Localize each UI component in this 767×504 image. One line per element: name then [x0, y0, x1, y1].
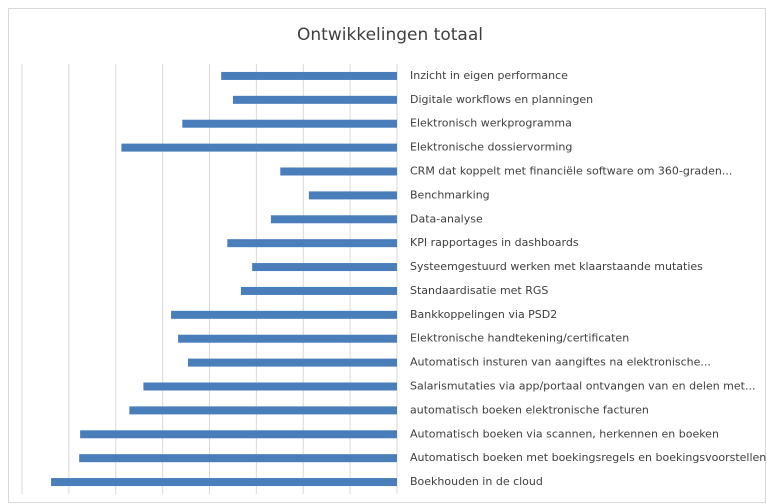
bar: [187, 358, 397, 367]
bar: [79, 454, 397, 463]
bar: [308, 191, 397, 200]
bar: [51, 478, 397, 487]
category-label: Elektronische dossiervorming: [410, 141, 572, 154]
category-label: CRM dat koppelt met financiële software …: [410, 165, 732, 178]
category-label: Systeemgestuurd werken met klaarstaande …: [410, 260, 703, 273]
bar: [171, 310, 397, 319]
bar: [240, 286, 397, 295]
category-label: Data-analyse: [410, 212, 483, 225]
category-label: Digitale workflows en planningen: [410, 93, 593, 106]
category-label: Elektronische handtekening/certificaten: [410, 332, 629, 345]
category-label: automatisch boeken elektronische facture…: [410, 403, 649, 416]
chart-frame: [8, 8, 766, 503]
bar: [270, 215, 397, 224]
category-label: Salarismutaties via app/portaal ontvange…: [410, 380, 755, 393]
category-label: KPI rapportages in dashboards: [410, 236, 579, 249]
category-label: Inzicht in eigen performance: [410, 69, 568, 82]
category-label: Benchmarking: [410, 188, 490, 201]
bar: [121, 143, 397, 152]
category-label: Standaardisatie met RGS: [410, 284, 548, 297]
bar: [80, 430, 397, 439]
category-label: Bankkoppelingen via PSD2: [410, 308, 557, 321]
chart-title: Ontwikkelingen totaal: [297, 25, 483, 45]
bar: [221, 71, 397, 80]
category-label: Automatisch insturen van aangiftes na el…: [410, 356, 711, 369]
bar: [178, 334, 397, 343]
bar: [232, 95, 397, 104]
category-label: Elektronisch werkprogramma: [410, 117, 572, 130]
bar: [129, 406, 397, 415]
bar: [227, 239, 397, 248]
bar: [143, 382, 397, 391]
category-label: Boekhouden in de cloud: [410, 475, 543, 488]
category-label: Automatisch boeken met boekingsregels en…: [410, 451, 766, 464]
bar: [280, 167, 397, 176]
category-label: Automatisch boeken via scannen, herkenne…: [410, 427, 719, 440]
bar: [182, 119, 397, 128]
bar: [252, 263, 397, 272]
